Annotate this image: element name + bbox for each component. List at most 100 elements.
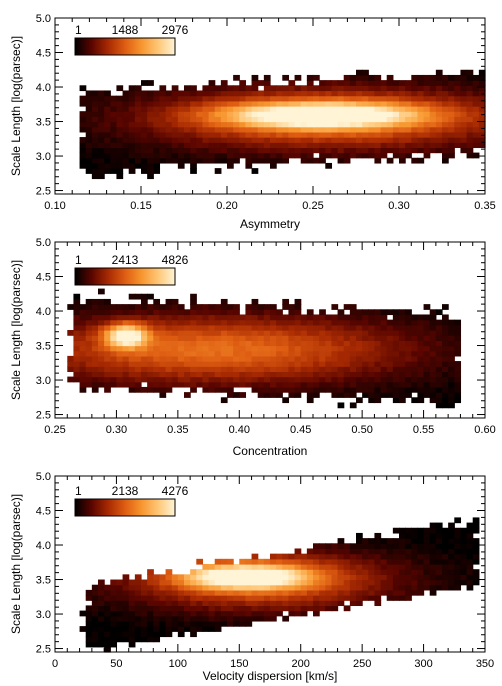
heatmap-cell xyxy=(294,558,302,565)
heatmap-cell xyxy=(411,330,419,336)
heatmap-cell xyxy=(141,121,148,128)
heatmap-cell xyxy=(392,345,400,352)
heatmap-cell xyxy=(214,355,222,362)
heatmap-cell xyxy=(435,85,443,92)
heatmap-cell xyxy=(245,137,253,143)
heatmap-cell xyxy=(91,126,99,133)
heatmap-cell xyxy=(442,314,449,321)
heatmap-cell xyxy=(276,569,283,575)
heatmap-cell xyxy=(257,600,265,607)
heatmap-cell xyxy=(251,610,259,617)
heatmap-cell xyxy=(184,116,191,123)
heatmap-cell xyxy=(454,366,462,373)
heatmap-cell xyxy=(435,324,443,331)
heatmap-cell xyxy=(202,615,210,622)
heatmap-cell xyxy=(202,605,210,612)
heatmap-cell xyxy=(116,319,124,326)
heatmap-cell xyxy=(405,309,412,316)
heatmap-cell xyxy=(454,579,462,586)
heatmap-cell xyxy=(190,340,197,347)
heatmap-cell xyxy=(116,121,124,128)
heatmap-cell xyxy=(294,595,302,601)
heatmap-cell xyxy=(239,355,247,362)
heatmap-cell xyxy=(104,309,111,316)
heatmap-cell xyxy=(386,350,394,357)
heatmap-cell xyxy=(442,324,449,331)
heatmap-cell xyxy=(429,553,437,560)
heatmap-cell xyxy=(134,126,142,133)
heatmap-cell xyxy=(270,569,277,575)
heatmap-cell xyxy=(448,579,455,586)
heatmap-cell xyxy=(73,345,81,352)
heatmap-cell xyxy=(141,137,148,143)
heatmap-cell xyxy=(392,319,400,326)
heatmap-cell xyxy=(343,558,351,565)
heatmap-cell xyxy=(294,330,302,336)
heatmap-cell xyxy=(245,345,253,352)
heatmap-cell xyxy=(208,345,216,352)
heatmap-cell xyxy=(331,152,339,159)
heatmap-cell xyxy=(386,381,394,388)
heatmap-cell xyxy=(263,584,271,591)
heatmap-cell xyxy=(300,335,308,341)
heatmap-cell xyxy=(116,340,124,347)
heatmap-cell xyxy=(263,330,271,336)
heatmap-cell xyxy=(374,137,382,143)
heatmap-cell xyxy=(417,121,425,128)
heatmap-cell xyxy=(411,355,419,362)
heatmap-cell xyxy=(85,100,93,107)
heatmap-cell xyxy=(442,584,449,591)
heatmap-cell xyxy=(122,381,130,388)
heatmap-cell xyxy=(435,106,443,112)
heatmap-cell xyxy=(442,95,449,102)
heatmap-cell xyxy=(165,626,173,632)
heatmap-cell xyxy=(220,615,228,622)
heatmap-cell xyxy=(134,324,142,331)
heatmap-cell xyxy=(276,116,283,123)
heatmap-cell xyxy=(411,538,419,544)
heatmap-cell xyxy=(233,579,240,586)
heatmap-cell xyxy=(368,111,376,117)
heatmap-cell xyxy=(110,137,118,143)
heatmap-cell xyxy=(472,543,480,550)
heatmap-cell xyxy=(91,309,99,316)
heatmap-cell xyxy=(399,142,406,149)
heatmap-cell xyxy=(245,564,253,570)
heatmap-cell xyxy=(423,152,431,159)
heatmap-cell xyxy=(233,137,240,143)
heatmap-cell xyxy=(190,106,197,112)
heatmap-cell xyxy=(466,527,474,534)
heatmap-cell xyxy=(392,397,400,404)
heatmap-cell xyxy=(141,106,148,112)
heatmap-cell xyxy=(423,319,431,326)
heatmap-cell xyxy=(270,564,277,570)
heatmap-cell xyxy=(79,371,87,378)
heatmap-cell xyxy=(251,137,259,143)
heatmap-cell xyxy=(294,361,302,367)
heatmap-cell xyxy=(263,116,271,123)
heatmap-cell xyxy=(153,137,161,143)
heatmap-cell xyxy=(288,147,296,154)
heatmap-cell xyxy=(85,350,93,357)
heatmap-cell xyxy=(399,376,406,383)
heatmap-cell xyxy=(386,131,394,138)
heatmap-cell xyxy=(79,100,87,107)
heatmap-cell xyxy=(171,355,179,362)
heatmap-cell xyxy=(165,330,173,336)
heatmap-cell xyxy=(110,350,118,357)
heatmap-cell xyxy=(294,90,302,97)
heatmap-cell xyxy=(337,538,345,544)
heatmap-cell xyxy=(147,95,154,102)
heatmap-cell xyxy=(478,106,486,112)
heatmap-cell xyxy=(196,626,204,632)
heatmap-cell xyxy=(460,100,468,107)
heatmap-cell xyxy=(435,111,443,117)
heatmap-cell xyxy=(91,90,99,97)
heatmap-cell xyxy=(190,314,197,321)
heatmap-cell xyxy=(288,142,296,149)
heatmap-cell xyxy=(214,131,222,138)
heatmap-cell xyxy=(349,579,357,586)
heatmap-cell xyxy=(239,605,247,612)
heatmap-cell xyxy=(122,319,130,326)
heatmap-cell xyxy=(208,386,216,393)
